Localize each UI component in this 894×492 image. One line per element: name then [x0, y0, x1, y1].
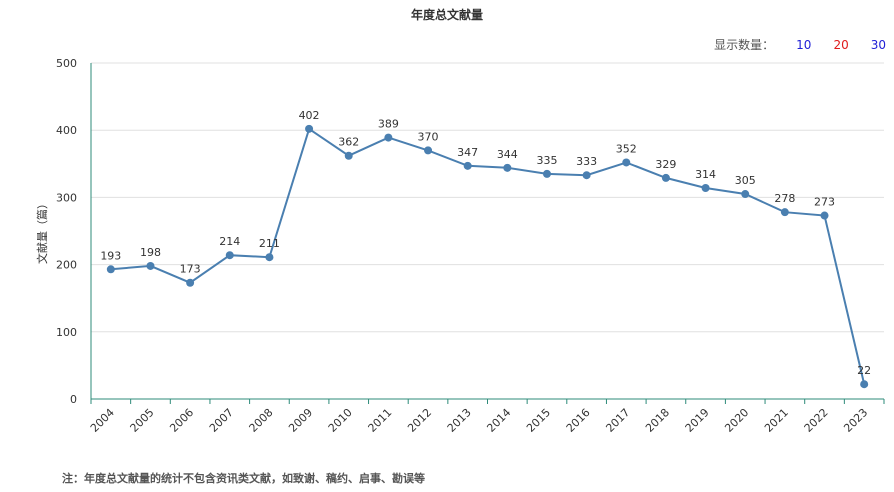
- data-point: [146, 261, 155, 270]
- y-tick-label: 100: [56, 326, 77, 339]
- data-point: [503, 163, 512, 172]
- grid-lines: [91, 62, 884, 333]
- display-count-label: 显示数量：: [714, 38, 775, 52]
- x-tick-label: 2020: [722, 406, 751, 435]
- x-tick-label: 2007: [207, 406, 236, 435]
- data-label: 389: [378, 118, 399, 131]
- data-label: 193: [100, 249, 121, 262]
- x-tick-label: 2021: [762, 406, 791, 435]
- data-points: [106, 124, 869, 389]
- data-point: [701, 183, 710, 192]
- x-tick-label: 2017: [603, 406, 632, 435]
- x-tick-label: 2009: [286, 406, 315, 435]
- x-tick-label: 2006: [167, 406, 196, 435]
- footnote: 注：年度总文献量的统计不包含资讯类文献，如致谢、稿约、启事、勘误等: [62, 472, 425, 485]
- data-label: 352: [616, 142, 637, 155]
- data-label: 278: [774, 192, 795, 205]
- data-point: [860, 380, 869, 389]
- data-label: 344: [497, 148, 518, 161]
- display-count-option-20[interactable]: 20: [833, 37, 849, 52]
- data-point: [622, 158, 631, 167]
- data-label: 214: [219, 235, 240, 248]
- x-tick-label: 2016: [564, 406, 593, 435]
- data-point: [305, 124, 314, 133]
- data-label: 333: [576, 155, 597, 168]
- axes: [90, 63, 884, 400]
- y-tick-label: 400: [56, 124, 77, 137]
- data-label: 198: [140, 246, 161, 259]
- x-tick-label: 2008: [247, 406, 276, 435]
- data-point: [424, 146, 433, 155]
- data-label: 305: [735, 174, 756, 187]
- data-label: 335: [536, 154, 557, 167]
- x-tick-label: 2012: [405, 406, 434, 435]
- data-label: 211: [259, 237, 280, 250]
- data-point: [780, 208, 789, 217]
- data-label: 173: [180, 263, 201, 276]
- y-tick-label: 0: [70, 393, 77, 406]
- data-point: [820, 211, 829, 220]
- data-label: 22: [857, 364, 871, 377]
- data-label: 402: [299, 109, 320, 122]
- data-label: 329: [655, 158, 676, 171]
- x-tick-label: 2005: [128, 406, 157, 435]
- data-label: 362: [338, 136, 359, 149]
- data-point: [344, 151, 353, 160]
- x-tick-label: 2023: [841, 406, 870, 435]
- display-count-option-10[interactable]: 10: [796, 37, 812, 52]
- x-tick-label: 2010: [326, 406, 355, 435]
- x-tick-label: 2018: [643, 406, 672, 435]
- y-tick-label: 500: [56, 57, 77, 70]
- data-point: [106, 265, 115, 274]
- data-point: [661, 173, 670, 182]
- data-label: 314: [695, 168, 716, 181]
- data-labels: 193 198 173 214 211 402 362 389 370 347 344 335 333 3…: [100, 109, 871, 377]
- data-point: [225, 251, 234, 260]
- x-tick-label: 2015: [524, 406, 553, 435]
- x-tick-label: 2011: [366, 406, 395, 435]
- data-point: [186, 278, 195, 287]
- y-axis-ticks: 0 100 200 300 400 500: [56, 57, 77, 406]
- x-tick-label: 2013: [445, 406, 474, 435]
- data-point: [582, 171, 591, 180]
- y-tick-label: 200: [56, 259, 77, 272]
- data-point: [384, 133, 393, 142]
- display-count-control: 显示数量： 10 20 30: [714, 36, 886, 53]
- y-tick-label: 300: [56, 191, 77, 204]
- chart-title: 年度总文献量: [410, 8, 483, 22]
- data-label: 347: [457, 146, 478, 159]
- y-axis-label: 文献量（篇）: [35, 198, 49, 264]
- data-point: [265, 253, 274, 262]
- data-label: 273: [814, 196, 835, 209]
- series-line: [110, 127, 866, 385]
- data-point: [542, 169, 551, 178]
- data-point: [741, 190, 750, 199]
- display-count-option-30[interactable]: 30: [870, 37, 886, 52]
- x-axis-ticks: 2004 2005 2006 2007 2008 2009 2010 2011 2012 2013…: [88, 399, 885, 435]
- x-tick-label: 2022: [802, 406, 831, 435]
- x-tick-label: 2014: [484, 406, 513, 435]
- x-tick-label: 2019: [683, 406, 712, 435]
- data-label: 370: [418, 130, 439, 143]
- x-tick-label: 2004: [88, 406, 117, 435]
- data-point: [463, 161, 472, 170]
